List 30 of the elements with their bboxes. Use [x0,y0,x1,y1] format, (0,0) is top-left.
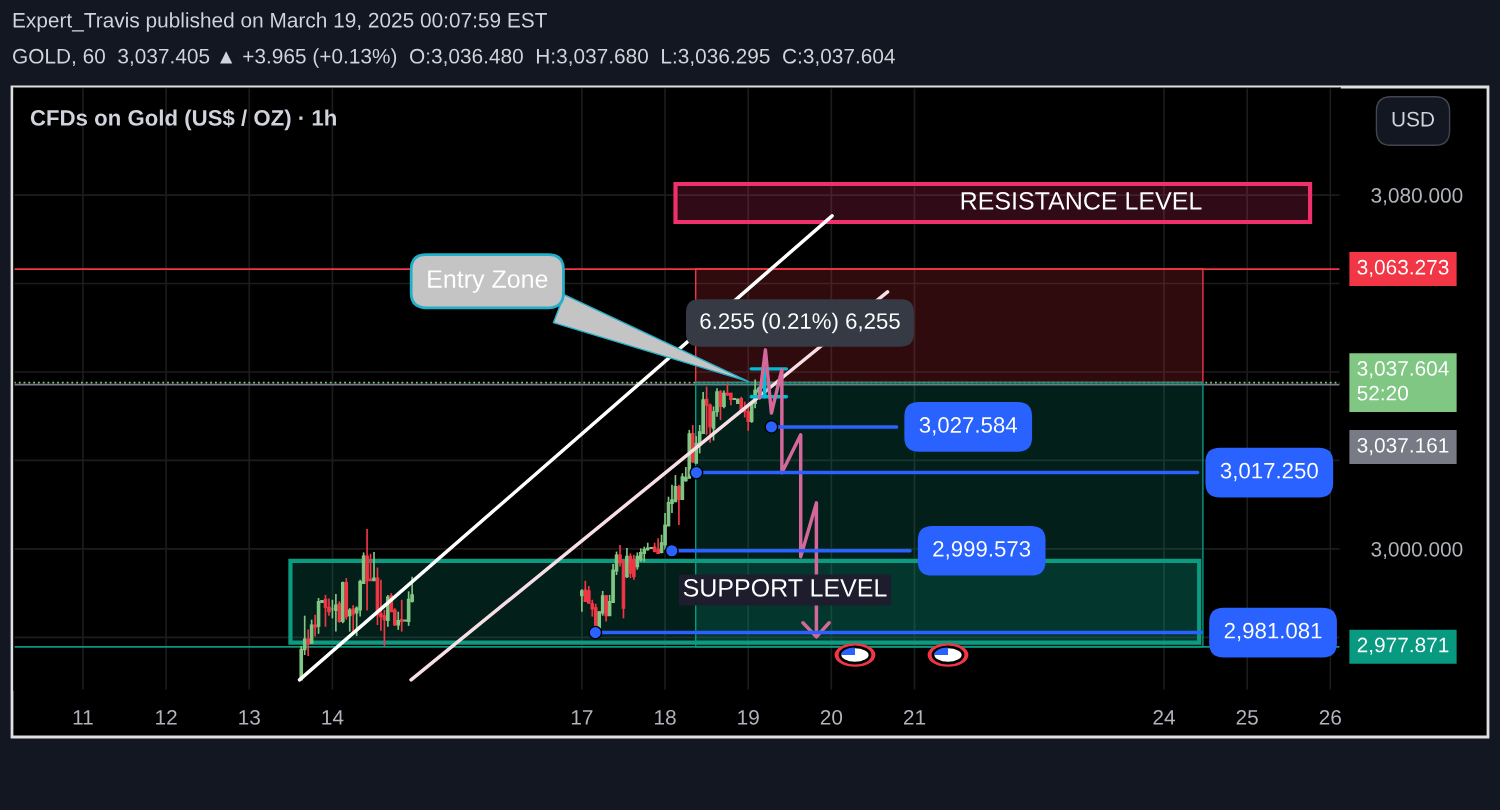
x-tick-label: 14 [322,710,344,725]
ref-line-label: 3,063.273 [1357,259,1449,278]
data-label: 2,981.081 [1224,622,1322,642]
text: USD [1392,111,1434,127]
annotation: Entry Zone [428,270,548,293]
x-tick-label: 24 [1153,709,1175,725]
ref-line-label: 2,977.871 [1357,637,1449,655]
x-tick-label: 21 [903,709,926,725]
data-label: 3,017.250 [1220,462,1318,482]
x-tick-label: 17 [571,710,593,725]
x-tick-label: 13 [239,709,260,725]
y-tick-label: 3,080.000 [1371,188,1463,206]
x-tick-label: 19 [738,709,759,725]
ref-line-label: 3,037.161 [1357,437,1449,456]
text: CFDs on Gold (US$ / OZ) · 1h [30,109,336,131]
data-label: 2,999.573 [933,541,1031,560]
x-tick-label: 18 [655,709,676,725]
x-tick-label: 11 [73,710,93,725]
text: GOLD, 60 3,037.405 ▲ +3.965 (+0.13%) O:3,036.480 H:3,037.680 L:3,036.295 C:3,037.604 [13,48,895,68]
x-tick-label: 25 [1236,709,1258,725]
text: Expert_Travis published on March 19, 2025 00:07:59 EST [13,12,547,32]
annotation: 6.255 (0.21%) 6,255 [700,312,900,334]
annotation: RESISTANCE LEVEL [961,192,1202,210]
x-tick-label: 26 [1319,709,1341,725]
data-label: 3,027.584 [919,417,1017,436]
y-tick-label: 3,000.000 [1371,541,1463,560]
ref-line-label: 3,037.604 52:20 [1357,361,1449,401]
x-tick-label: 12 [156,709,177,725]
annotation: SUPPORT LEVEL [683,579,887,597]
x-tick-label: 20 [820,709,843,725]
